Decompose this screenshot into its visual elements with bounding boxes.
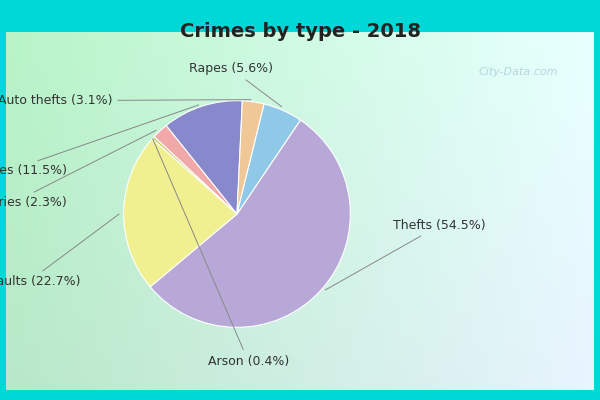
Wedge shape	[154, 126, 237, 214]
Text: City-Data.com: City-Data.com	[479, 67, 558, 77]
Wedge shape	[237, 101, 264, 214]
Wedge shape	[152, 136, 237, 214]
Wedge shape	[150, 120, 350, 327]
Wedge shape	[237, 104, 301, 214]
Text: Auto thefts (3.1%): Auto thefts (3.1%)	[0, 94, 251, 107]
Text: Robberies (2.3%): Robberies (2.3%)	[0, 130, 156, 209]
Text: Burglaries (11.5%): Burglaries (11.5%)	[0, 105, 199, 178]
Wedge shape	[166, 101, 242, 214]
Wedge shape	[124, 139, 237, 287]
Text: Rapes (5.6%): Rapes (5.6%)	[190, 62, 281, 107]
Text: Assaults (22.7%): Assaults (22.7%)	[0, 214, 119, 288]
Text: Crimes by type - 2018: Crimes by type - 2018	[179, 22, 421, 41]
Text: Arson (0.4%): Arson (0.4%)	[152, 139, 289, 368]
Text: Thefts (54.5%): Thefts (54.5%)	[325, 219, 486, 290]
